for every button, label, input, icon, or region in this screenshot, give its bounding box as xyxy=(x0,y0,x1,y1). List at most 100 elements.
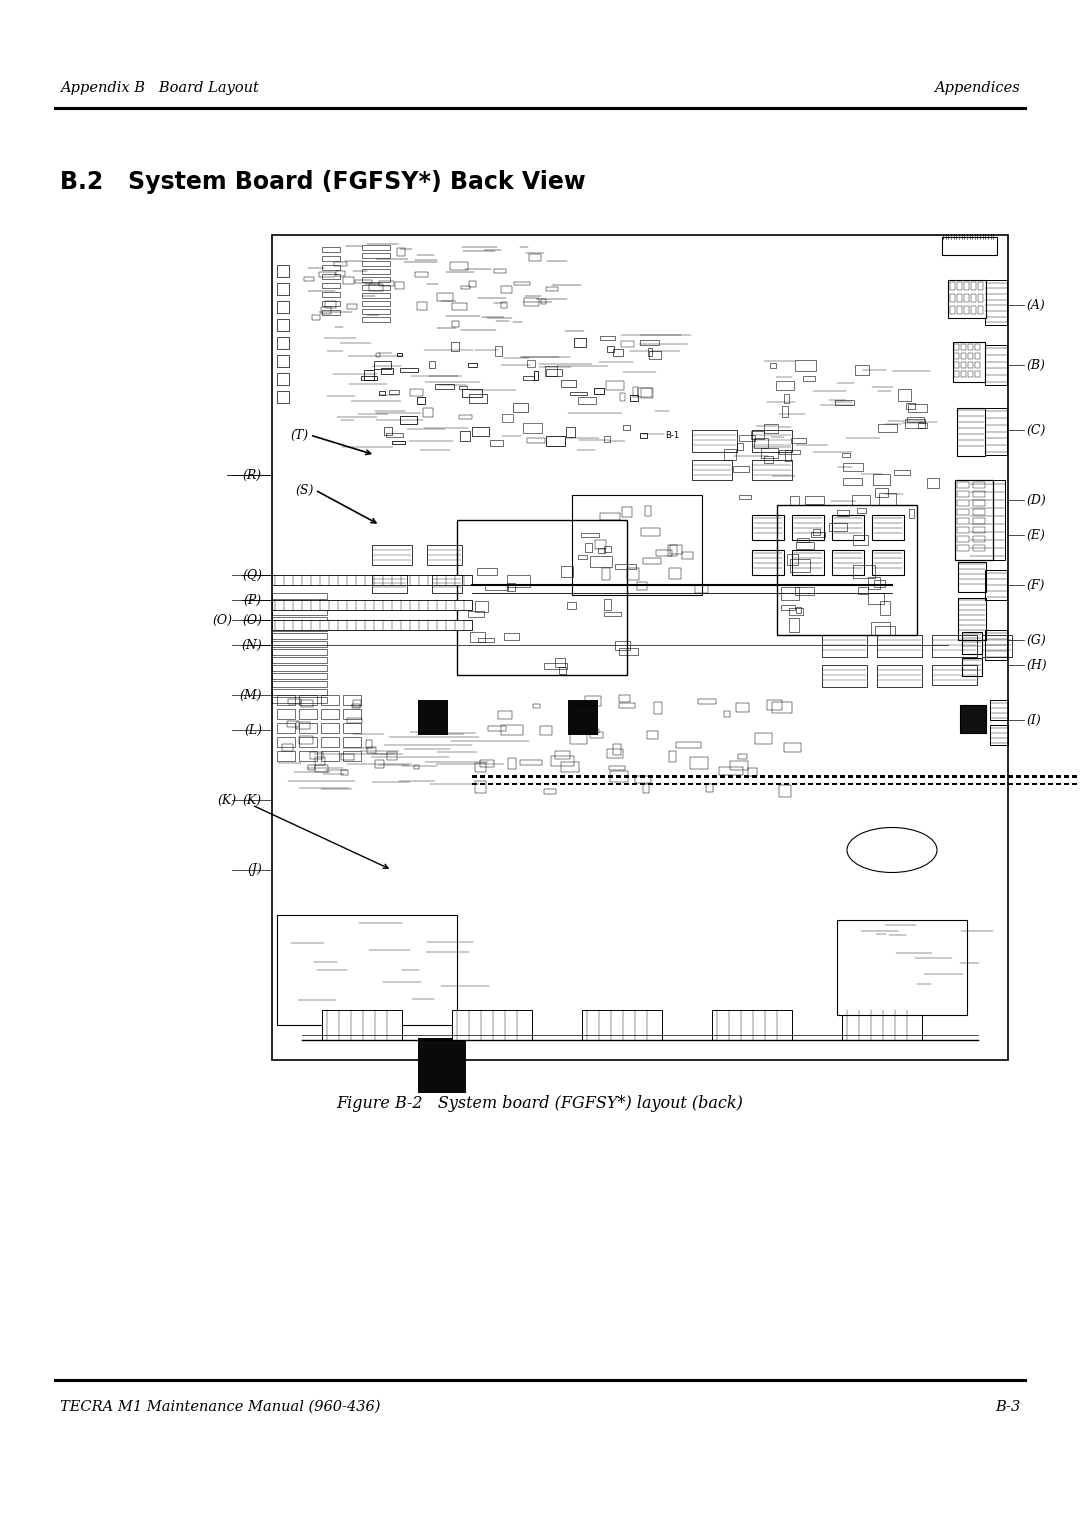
Bar xyxy=(276,709,295,718)
Bar xyxy=(429,361,435,368)
Bar xyxy=(960,782,966,785)
Bar xyxy=(1064,775,1069,778)
Bar xyxy=(985,409,1007,454)
Text: (C): (C) xyxy=(1026,424,1045,436)
Text: TECRA M1 Maintenance Manual (960-436): TECRA M1 Maintenance Manual (960-436) xyxy=(60,1400,380,1414)
Bar xyxy=(272,621,472,630)
Bar xyxy=(561,775,565,778)
Bar xyxy=(576,782,581,785)
Bar xyxy=(842,1010,922,1040)
Bar xyxy=(978,282,983,290)
Bar xyxy=(768,775,773,778)
Bar xyxy=(621,508,632,517)
Bar xyxy=(990,700,1008,720)
Bar xyxy=(608,782,613,785)
Bar xyxy=(544,788,556,793)
Bar xyxy=(276,284,289,294)
Bar xyxy=(460,432,470,441)
Bar xyxy=(460,285,471,288)
Bar xyxy=(748,769,757,776)
Bar xyxy=(957,544,969,551)
Bar xyxy=(777,775,781,778)
Bar xyxy=(692,430,737,451)
Bar xyxy=(561,782,565,785)
Bar xyxy=(604,599,611,610)
Bar xyxy=(964,282,969,290)
Bar xyxy=(513,403,528,412)
Bar xyxy=(705,784,713,793)
Bar xyxy=(971,282,976,290)
Bar xyxy=(545,436,565,445)
Bar xyxy=(396,352,402,355)
Bar xyxy=(962,657,982,676)
Bar xyxy=(343,737,361,747)
Bar xyxy=(272,665,327,671)
Bar xyxy=(985,570,1007,599)
Bar xyxy=(957,294,962,302)
Bar xyxy=(459,415,472,419)
Bar xyxy=(971,307,976,314)
Bar xyxy=(957,491,969,497)
Bar xyxy=(314,758,325,764)
Bar xyxy=(957,528,969,534)
Bar xyxy=(299,695,318,705)
Bar xyxy=(813,529,820,535)
Bar xyxy=(957,500,969,506)
Bar xyxy=(796,587,814,595)
Bar xyxy=(362,253,390,258)
Bar xyxy=(725,450,735,459)
Text: (O): (O) xyxy=(242,613,262,627)
Bar xyxy=(984,782,989,785)
Bar xyxy=(321,723,339,734)
Bar xyxy=(760,782,765,785)
Bar xyxy=(480,782,485,785)
Bar xyxy=(640,433,647,438)
Bar xyxy=(951,775,957,778)
Bar xyxy=(470,633,485,642)
Bar xyxy=(637,583,647,590)
Bar xyxy=(843,462,863,471)
Bar xyxy=(272,650,327,656)
Bar xyxy=(864,782,869,785)
Bar xyxy=(321,307,332,314)
Bar xyxy=(968,782,973,785)
Bar xyxy=(918,424,928,429)
Bar xyxy=(957,518,969,525)
Bar xyxy=(555,659,565,666)
Bar xyxy=(272,599,472,610)
Bar xyxy=(880,782,885,785)
Bar xyxy=(343,709,361,718)
Bar xyxy=(975,352,980,358)
Bar xyxy=(568,782,573,785)
Bar xyxy=(832,782,837,785)
Text: (T): (T) xyxy=(291,429,308,442)
Bar xyxy=(632,782,637,785)
Bar xyxy=(418,700,448,735)
Bar xyxy=(616,775,621,778)
Bar xyxy=(968,352,973,358)
Bar xyxy=(920,775,924,778)
Bar xyxy=(276,319,289,331)
Bar xyxy=(272,657,327,663)
Bar xyxy=(569,392,586,395)
Bar xyxy=(376,761,384,769)
Bar xyxy=(362,261,390,265)
Bar xyxy=(647,730,658,740)
Bar xyxy=(415,271,429,278)
Bar xyxy=(973,518,985,525)
Bar xyxy=(973,500,985,506)
Bar xyxy=(696,782,701,785)
Bar xyxy=(475,601,488,612)
Bar xyxy=(752,551,784,575)
Bar xyxy=(960,705,986,734)
Bar xyxy=(475,781,486,793)
Bar xyxy=(504,782,509,785)
Text: Figure B-2   System board (FGFSY*) layout (back): Figure B-2 System board (FGFSY*) layout … xyxy=(337,1095,743,1112)
Text: B-3: B-3 xyxy=(995,1400,1020,1414)
Bar xyxy=(907,416,924,422)
Bar xyxy=(899,389,912,401)
Bar xyxy=(781,605,795,610)
Bar xyxy=(752,432,764,439)
Bar xyxy=(343,278,353,284)
Bar xyxy=(545,369,562,377)
